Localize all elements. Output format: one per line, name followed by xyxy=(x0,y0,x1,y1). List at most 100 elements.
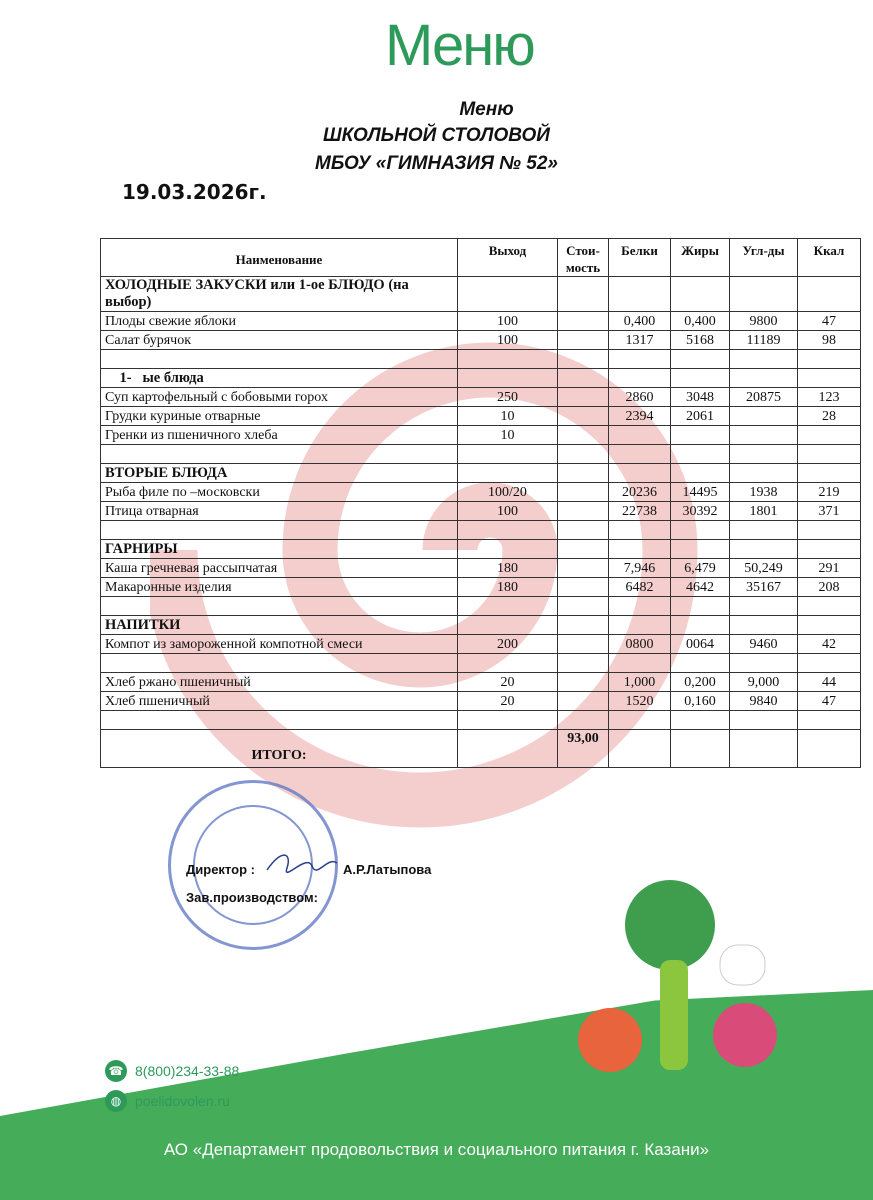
cell-value: 208 xyxy=(797,577,861,597)
cell-value xyxy=(557,596,609,616)
header-row: Наименование Выход Стои-мость Белки Жиры Угл-… xyxy=(100,238,861,277)
column-header: Белки xyxy=(608,238,671,277)
cell-value xyxy=(557,577,609,597)
item-name xyxy=(100,653,458,673)
production-label: Зав.производством: xyxy=(186,890,318,905)
item-name xyxy=(100,444,458,464)
item-name xyxy=(100,349,458,369)
empty-cell xyxy=(608,729,671,768)
cell-value xyxy=(608,615,671,635)
cell-value xyxy=(729,653,798,673)
cell-value xyxy=(797,444,861,464)
title-line-1: Меню xyxy=(459,99,514,120)
item-name: Рыба филе по –московски xyxy=(100,482,458,502)
item-name xyxy=(100,710,458,730)
cell-value xyxy=(670,615,730,635)
table-row xyxy=(100,596,861,616)
cell-value: 7,946 xyxy=(608,558,671,578)
cell-value xyxy=(608,539,671,559)
cell-value xyxy=(608,463,671,483)
cell-value xyxy=(608,653,671,673)
cell-value xyxy=(557,710,609,730)
cell-value xyxy=(557,311,609,331)
cell-value: 6,479 xyxy=(670,558,730,578)
cell-value: 42 xyxy=(797,634,861,654)
cell-value: 35167 xyxy=(729,577,798,597)
cell-value xyxy=(557,463,609,483)
title-line-3: МБОУ «ГИМНАЗИЯ № 52» xyxy=(315,153,558,174)
cell-value xyxy=(557,672,609,692)
cell-value: 9840 xyxy=(729,691,798,711)
cell-value xyxy=(797,425,861,445)
cell-value xyxy=(557,330,609,350)
column-header: Стои-мость xyxy=(557,238,609,277)
table-row: Плоды свежие яблоки 100 0,400 0,400 9800 47 xyxy=(100,311,861,331)
cell-value xyxy=(557,558,609,578)
cell-value: 100/20 xyxy=(457,482,558,502)
section-row: 1- ые блюда xyxy=(100,368,861,388)
cell-value xyxy=(608,368,671,388)
cell-value xyxy=(557,615,609,635)
cell-value: 3048 xyxy=(670,387,730,407)
cell-value xyxy=(608,520,671,540)
item-name: Макаронные изделия xyxy=(100,577,458,597)
phone-icon: ☎ xyxy=(105,1060,127,1082)
cell-value: 20 xyxy=(457,672,558,692)
table-row: Салат бурячок 100 1317 5168 11189 98 xyxy=(100,330,861,350)
item-name: Каша гречневая рассыпчатая xyxy=(100,558,458,578)
cell-value: 180 xyxy=(457,558,558,578)
item-name: Плоды свежие яблоки xyxy=(100,311,458,331)
cell-value xyxy=(670,368,730,388)
cell-value: 1801 xyxy=(729,501,798,521)
cell-value: 1520 xyxy=(608,691,671,711)
cell-value xyxy=(608,710,671,730)
cell-value xyxy=(557,349,609,369)
menu-table: Наименование Выход Стои-мость Белки Жиры Угл-… xyxy=(100,238,861,768)
vegetable-characters-illustration xyxy=(578,880,777,1072)
cell-value: 2394 xyxy=(608,406,671,426)
item-name: Хлеб ржано пшеничный xyxy=(100,672,458,692)
cell-value xyxy=(557,406,609,426)
item-name: Салат бурячок xyxy=(100,330,458,350)
cell-value: 291 xyxy=(797,558,861,578)
table-row: Хлеб ржано пшеничный 20 1,000 0,200 9,000 44 xyxy=(100,672,861,692)
table-row xyxy=(100,444,861,464)
cell-value xyxy=(557,520,609,540)
table-row: Макаронные изделия 180 6482 4642 35167 208 xyxy=(100,577,861,597)
website-link[interactable]: poelidovolen.ru xyxy=(135,1093,230,1109)
menu-date: 19.03.2026г. xyxy=(122,180,267,204)
section-row: ГАРНИРЫ xyxy=(100,539,861,559)
item-name xyxy=(100,596,458,616)
cell-value xyxy=(670,349,730,369)
item-name: Гренки из пшеничного хлеба xyxy=(100,425,458,445)
cell-value xyxy=(557,368,609,388)
table-row: Рыба филе по –московски 100/20 20236 14495 1… xyxy=(100,482,861,502)
cell-value xyxy=(557,653,609,673)
table-row xyxy=(100,349,861,369)
cell-value xyxy=(608,276,671,312)
cell-value: 1938 xyxy=(729,482,798,502)
cell-value xyxy=(670,463,730,483)
cell-value xyxy=(729,539,798,559)
cell-value xyxy=(457,276,558,312)
cell-value xyxy=(557,634,609,654)
signature xyxy=(266,854,338,874)
cell-value xyxy=(457,539,558,559)
cell-value xyxy=(557,425,609,445)
item-name xyxy=(100,520,458,540)
column-header: Угл-ды xyxy=(729,238,798,277)
cell-value xyxy=(457,596,558,616)
item-name: ХОЛОДНЫЕ ЗАКУСКИ или 1-ое БЛЮДО (на выбо… xyxy=(100,276,458,312)
cell-value xyxy=(457,444,558,464)
cell-value xyxy=(729,406,798,426)
table-row xyxy=(100,653,861,673)
cell-value: 100 xyxy=(457,311,558,331)
cell-value xyxy=(797,349,861,369)
cell-value: 0800 xyxy=(608,634,671,654)
column-header: Выход xyxy=(457,238,558,277)
cell-value xyxy=(457,520,558,540)
cell-value xyxy=(457,653,558,673)
cell-value xyxy=(670,539,730,559)
title-line-2: ШКОЛЬНОЙ СТОЛОВОЙ xyxy=(323,125,550,146)
cell-value: 219 xyxy=(797,482,861,502)
